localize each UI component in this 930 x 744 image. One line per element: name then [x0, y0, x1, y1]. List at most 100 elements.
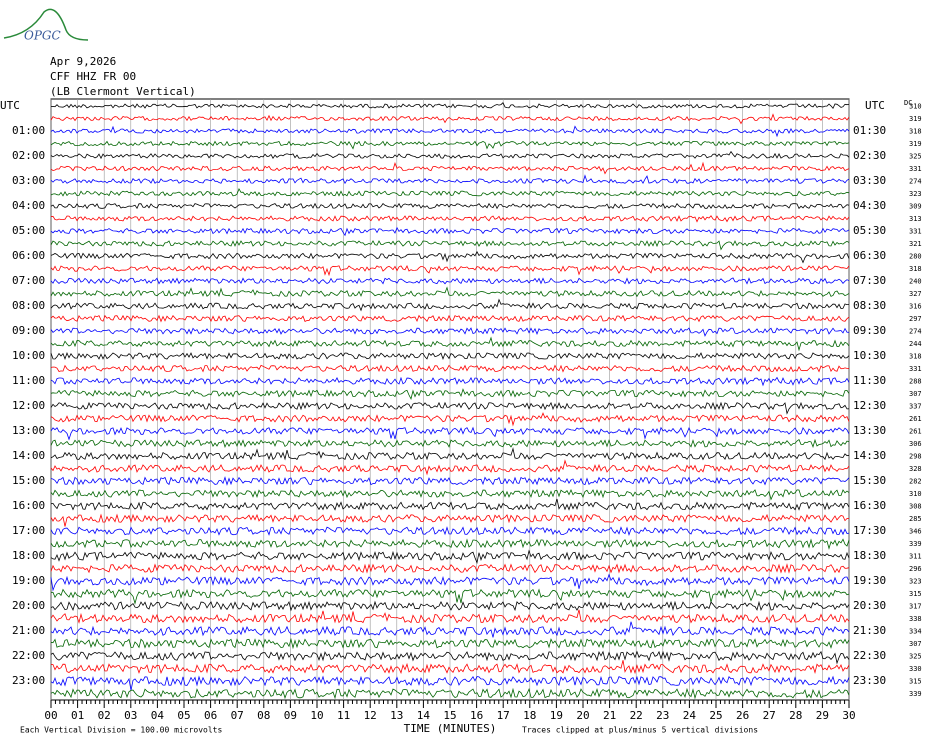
hour-label: 10:00	[12, 349, 45, 362]
trace	[50, 352, 850, 360]
trace	[50, 438, 850, 449]
x-tick-label: 12	[364, 709, 377, 722]
half-hour-label: 21:30	[853, 624, 886, 637]
dc-value: 338	[909, 615, 922, 623]
x-tick-label: 29	[816, 709, 829, 722]
dc-value: 311	[909, 553, 922, 561]
dc-value: 261	[909, 415, 922, 423]
trace	[50, 488, 850, 501]
hour-label: 18:00	[12, 549, 45, 562]
trace	[50, 538, 850, 550]
dc-value: 321	[909, 240, 922, 248]
dc-value: 331	[909, 228, 922, 236]
clip-note: Traces clipped at plus/minus 5 vertical …	[522, 726, 758, 735]
hour-label: 20:00	[12, 599, 45, 612]
hour-label: 11:00	[12, 374, 45, 387]
dc-value: 339	[909, 690, 922, 698]
half-hour-label: 16:30	[853, 499, 886, 512]
x-tick-label: 08	[257, 709, 270, 722]
dc-value: 331	[909, 165, 922, 173]
dc-value: 313	[909, 215, 922, 223]
x-tick-label: 15	[443, 709, 456, 722]
dc-value: 297	[909, 315, 922, 323]
trace	[50, 675, 850, 691]
trace	[50, 298, 849, 312]
dc-value: 282	[909, 478, 922, 486]
dc-value: 327	[909, 290, 922, 298]
trace	[50, 327, 850, 337]
dc-value: 316	[909, 303, 922, 311]
dc-value: 325	[909, 153, 922, 161]
trace	[50, 140, 850, 150]
hour-label: 03:00	[12, 174, 45, 187]
x-tick-label: 24	[683, 709, 697, 722]
x-tick-label: 16	[470, 709, 483, 722]
hour-label: 22:00	[12, 649, 45, 662]
half-hour-label: 06:30	[853, 249, 886, 262]
trace	[50, 513, 850, 527]
hour-label: 17:00	[12, 524, 45, 537]
x-tick-label: 14	[417, 709, 431, 722]
trace	[50, 102, 850, 110]
dc-value: 346	[909, 528, 922, 536]
dc-value: 318	[909, 265, 922, 273]
x-tick-label: 19	[550, 709, 563, 722]
logo: OPGC	[24, 29, 61, 43]
half-hour-label: 12:30	[853, 399, 886, 412]
hour-label: 02:00	[12, 149, 45, 162]
x-tick-label: 28	[789, 709, 802, 722]
dc-value: 325	[909, 653, 922, 661]
dc-value: 337	[909, 403, 922, 411]
trace	[50, 264, 850, 277]
x-tick-label: 11	[337, 709, 350, 722]
trace	[50, 239, 850, 251]
x-tick-label: 04	[151, 709, 165, 722]
dc-value: 280	[909, 253, 922, 261]
trace	[50, 401, 850, 415]
x-tick-label: 07	[231, 709, 244, 722]
trace	[50, 650, 850, 665]
half-hour-label: 13:30	[853, 424, 886, 437]
dc-value: 261	[909, 428, 922, 436]
x-tick-label: 27	[763, 709, 776, 722]
trace	[50, 563, 850, 574]
trace	[50, 549, 850, 564]
hour-label: 13:00	[12, 424, 45, 437]
x-tick-label: 01	[71, 709, 84, 722]
trace	[50, 526, 850, 536]
dc-value: 323	[909, 578, 922, 586]
half-hour-label: 22:30	[853, 649, 886, 662]
right-axis-title: UTC	[865, 99, 885, 112]
trace	[50, 336, 850, 352]
dc-value: 319	[909, 115, 922, 123]
trace	[50, 573, 850, 592]
dc-value: 307	[909, 390, 922, 398]
trace	[50, 161, 850, 175]
dc-value: 285	[909, 515, 922, 523]
trace	[50, 376, 850, 387]
half-hour-label: 10:30	[853, 349, 886, 362]
x-tick-label: 17	[497, 709, 510, 722]
hour-label: 04:00	[12, 199, 45, 212]
x-tick-label: 09	[284, 709, 297, 722]
logo-mark	[3, 8, 89, 41]
x-tick-label: 25	[709, 709, 722, 722]
dc-value: 309	[909, 203, 922, 211]
dc-value: 328	[909, 465, 922, 473]
x-tick-label: 20	[576, 709, 589, 722]
x-tick-label: 23	[656, 709, 669, 722]
dc-value: 310	[909, 103, 922, 111]
trace	[50, 125, 850, 138]
dc-value: 308	[909, 503, 922, 511]
dc-value: 298	[909, 453, 922, 461]
x-tick-label: 00	[44, 709, 57, 722]
hour-label: 08:00	[12, 299, 45, 312]
dc-value: 274	[909, 178, 922, 186]
dc-value: 288	[909, 378, 922, 386]
dc-value: 307	[909, 640, 922, 648]
station: CFF HHZ FR 00	[50, 70, 136, 83]
left-axis-title: UTC	[0, 99, 20, 112]
trace	[50, 588, 850, 605]
hour-label: 01:00	[12, 124, 45, 137]
